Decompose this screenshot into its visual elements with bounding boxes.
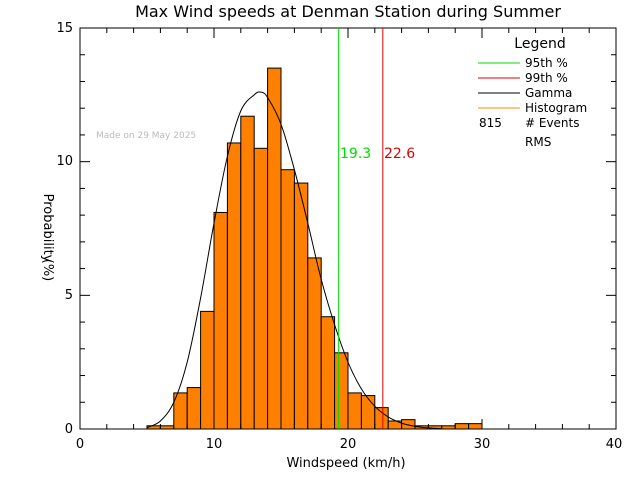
gamma-curve — [146, 91, 442, 430]
legend-label-gamma: Gamma — [525, 86, 572, 100]
histogram-bar — [334, 352, 349, 430]
chart-title: Max Wind speeds at Denman Station during… — [135, 2, 561, 21]
histogram-bar — [253, 147, 269, 430]
p99-value-label: 22.6 — [384, 146, 415, 162]
histogram-bar — [307, 257, 322, 430]
histogram-bar — [293, 182, 309, 430]
histogram-bar — [280, 169, 295, 430]
histogram-bar — [454, 423, 470, 430]
watermark-text: Made on 29 May 2025 — [96, 131, 196, 141]
legend-events-label: # Events — [525, 116, 580, 130]
histogram-bar — [441, 425, 456, 430]
y-tick-label: 10 — [56, 154, 73, 169]
y-axis-ticks — [80, 27, 616, 430]
legend: Legend 95th % 99th % Gamma Histogram 815… — [478, 36, 587, 149]
histogram-bar — [320, 316, 336, 430]
percentile-lines — [338, 28, 384, 429]
x-axis-label: Windspeed (km/h) — [286, 456, 405, 471]
x-tick-label: 0 — [76, 437, 84, 452]
x-tick-label: 20 — [340, 437, 357, 452]
legend-label-p99: 99th % — [525, 71, 568, 85]
histogram-bar — [213, 211, 228, 430]
histogram-bar — [186, 387, 202, 430]
histogram-bar — [240, 115, 255, 430]
x-axis-ticks — [79, 28, 617, 429]
histogram-bar — [200, 310, 215, 430]
histogram-bar — [360, 395, 376, 430]
histogram-bars — [146, 67, 483, 430]
y-tick-label: 5 — [65, 288, 73, 303]
legend-label-p95: 95th % — [525, 56, 568, 70]
x-tick-label: 40 — [606, 437, 623, 452]
histogram-bar — [401, 419, 416, 430]
legend-label-histogram: Histogram — [525, 101, 587, 115]
y-axis-label: Probability — [40, 194, 55, 263]
histogram-bar — [347, 392, 362, 430]
x-tick-label: 30 — [474, 437, 491, 452]
x-tick-label: 10 — [206, 437, 223, 452]
histogram-bar — [374, 407, 389, 430]
legend-events-count: 815 — [479, 116, 502, 130]
legend-rms-label: RMS — [525, 135, 551, 149]
y-axis-unit: (%) — [40, 259, 55, 282]
histogram-bar — [468, 423, 483, 430]
legend-title: Legend — [514, 36, 565, 52]
y-tick-label: 0 — [65, 422, 73, 437]
p95-value-label: 19.3 — [340, 146, 371, 162]
histogram-bar — [267, 67, 282, 430]
histogram-bar — [226, 142, 242, 430]
y-tick-label: 15 — [56, 21, 73, 36]
histogram-bar — [159, 425, 175, 430]
